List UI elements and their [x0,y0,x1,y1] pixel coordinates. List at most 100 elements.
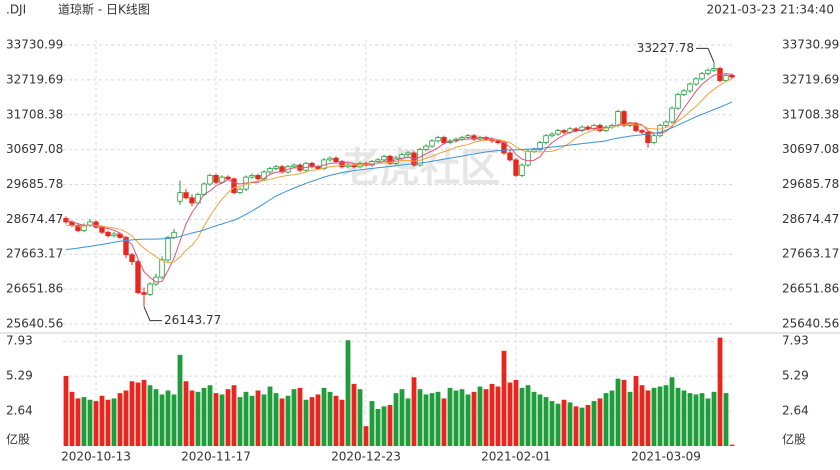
volume-bar [273,393,279,446]
candle-body [327,157,333,161]
volume-bar [111,398,117,446]
volume-bar [255,390,261,446]
candle-body [423,145,429,150]
volume-bar [399,389,405,446]
volume-bar [711,391,717,446]
volume-bar [705,398,711,446]
candle-body [165,237,171,261]
volume-bar [303,399,309,446]
candle-body [135,261,141,294]
volume-bar [243,391,249,446]
volume-bar [375,409,381,446]
candle-body [705,69,711,75]
volume-bar [237,397,243,446]
volume-bar [525,385,531,446]
y-tick-label-right: 33730.99 [782,38,839,52]
candle-body [519,164,525,176]
high-annotation: 33227.78 [637,41,694,55]
volume-bar [615,378,621,446]
volume-bar [321,387,327,446]
volume-tick-label: 2.64 [6,404,33,418]
volume-bar [585,405,591,446]
candle-body [621,111,627,126]
volume-bar [651,387,657,446]
volume-bar [351,383,357,446]
y-tick-label-right: 32719.69 [782,72,839,86]
candle-body [75,224,81,231]
volume-bar [177,354,183,446]
candle-body [171,231,177,238]
candle-body [405,152,411,156]
candle-body [129,254,135,263]
volume-bar [171,394,177,446]
candle-body [105,231,111,237]
volume-bar [369,401,375,446]
candle-body [645,131,651,144]
volume-bar [261,394,267,446]
moving-average [65,73,733,283]
y-tick-label-right: 28674.47 [782,212,839,226]
candle-body [123,237,129,256]
candle-body [441,137,447,144]
volume-bar [291,389,297,446]
candle-body [723,74,729,81]
volume-bar [165,390,171,446]
volume-bar [675,387,681,446]
candle-body [195,193,201,204]
volume-bar [231,385,237,446]
volume-tick-label-right: 2.64 [782,404,809,418]
volume-bar [99,395,105,446]
volume-bar [411,377,417,446]
candle-body [531,149,537,152]
volume-tick-label: 7.93 [6,334,33,348]
volume-bar [693,394,699,446]
y-tick-label: 26651.86 [6,282,63,296]
volume-bar [657,386,663,446]
candle-body [585,126,591,130]
x-tick-label: 2021-03-09 [631,450,701,464]
candle-body [543,135,549,144]
volume-bar [603,393,609,446]
volume-bar [279,398,285,446]
candle-body [681,90,687,95]
candle-body [555,130,561,135]
volume-bar [579,407,585,446]
volume-bar [129,381,135,446]
candle-body [663,121,669,126]
candle-body [159,259,165,278]
volume-bar [87,399,93,446]
candle-body [657,124,663,137]
y-tick-label: 28674.47 [6,212,63,226]
y-tick-label-right: 29685.78 [782,177,839,191]
volume-bar [93,401,99,446]
volume-tick-label: 亿股 [6,432,30,447]
volume-bar [717,337,723,446]
volume-bar [723,393,729,446]
candle-body [465,135,471,138]
candle-body [669,107,675,123]
candle-body [375,159,381,162]
volume-bar [483,389,489,446]
volume-bar [621,379,627,446]
volume-bar [639,385,645,446]
candle-body [177,192,183,202]
volume-bar [687,393,693,446]
candle-body [63,218,69,223]
volume-bar [267,386,273,446]
volume-bar [573,406,579,446]
volume-bar [189,390,195,446]
candle-body [201,183,207,195]
volume-bar [507,382,513,446]
volume-bar [315,394,321,446]
y-tick-label-right: 30697.08 [782,142,839,156]
candle-body [225,176,231,180]
volume-tick-label: 5.29 [6,369,33,383]
volume-bar [123,390,129,446]
volume-bar [213,393,219,446]
candle-body [537,142,543,150]
volume-bar [633,375,639,446]
symbol: .DJI [6,3,26,17]
volume-bar [669,377,675,446]
candle-body [615,111,621,126]
volume-bar [663,385,669,446]
